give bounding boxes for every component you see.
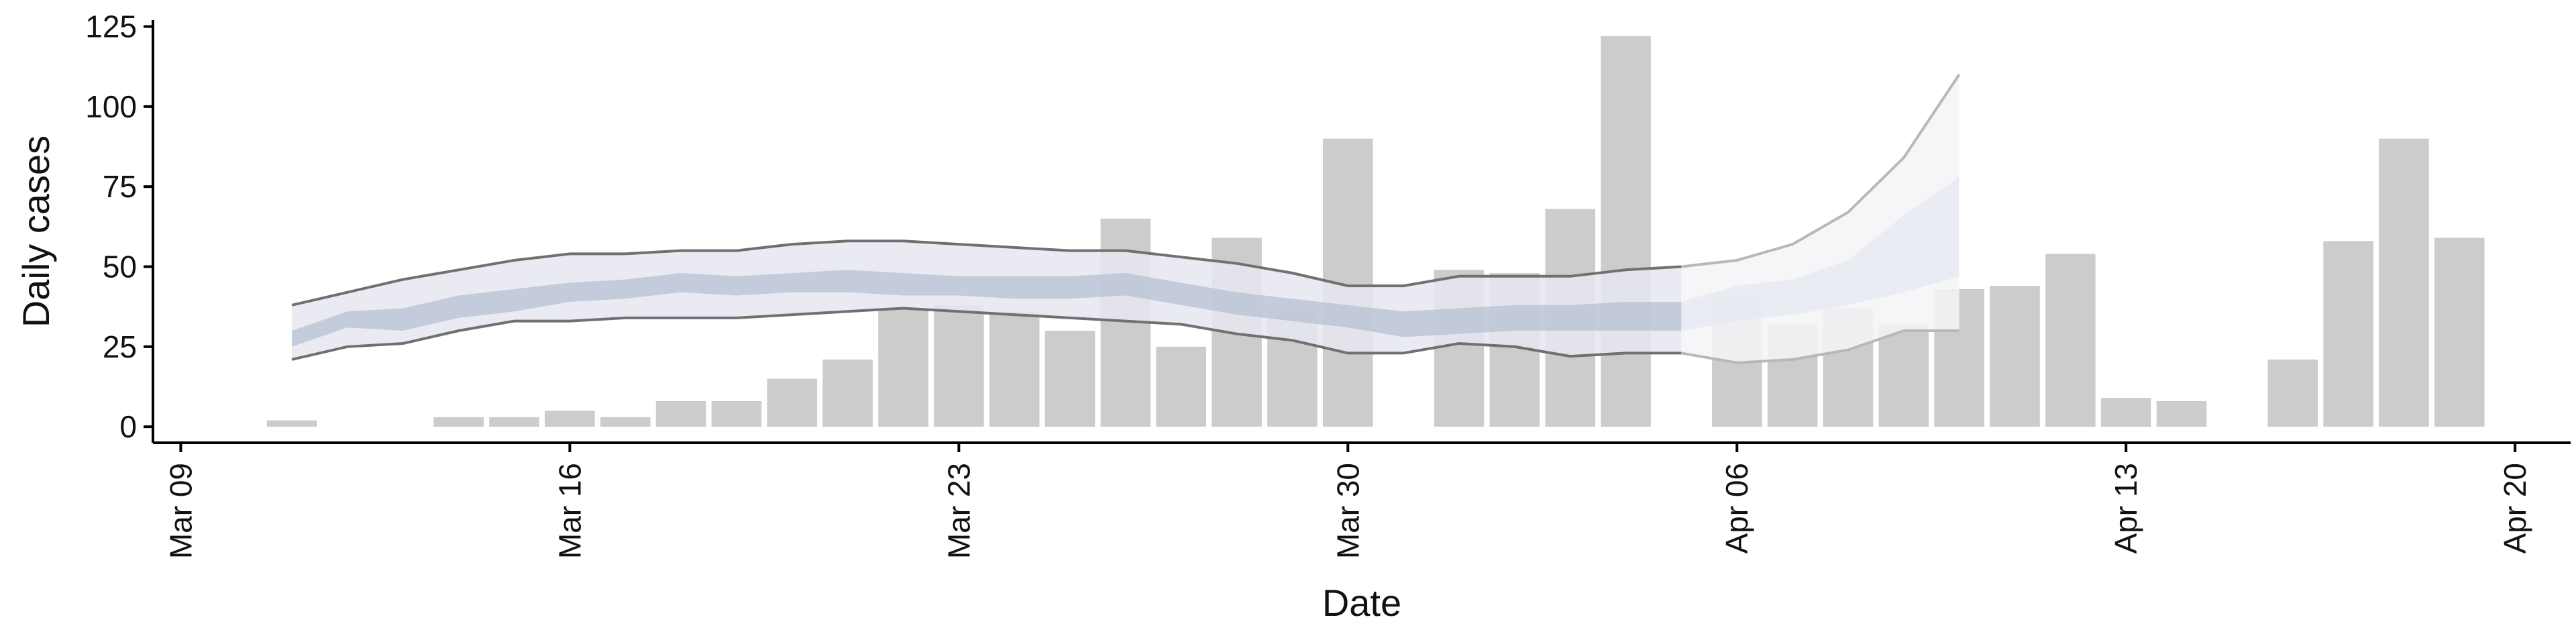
lower-bound-line (291, 307, 1682, 361)
bar (1156, 346, 1207, 427)
axes: 0 25 50 75 100 125 Mar 09 Mar 16 Mar 23 Mar 30 Apr… (85, 9, 2571, 559)
bar (822, 359, 873, 427)
x-tick-label: Mar 09 (163, 463, 198, 559)
bar (711, 400, 762, 427)
upper-bound-line (1681, 73, 1961, 268)
bar (600, 417, 651, 427)
x-tick-label: Mar 23 (941, 463, 976, 559)
inner-interval-band (292, 270, 1682, 347)
bar (1990, 286, 2040, 427)
upper-bound-line (291, 239, 1682, 307)
bar (767, 378, 818, 427)
x-tick-label: Mar 16 (552, 463, 587, 559)
bar (1044, 330, 1095, 427)
x-tick-label: Apr 13 (2108, 463, 2143, 554)
bar (2434, 237, 2485, 427)
bar (266, 420, 317, 427)
bar (2323, 241, 2373, 427)
bar (2379, 138, 2429, 427)
bar (1601, 36, 1651, 427)
bar (655, 400, 706, 427)
x-tick-label: Apr 20 (2498, 463, 2532, 554)
x-tick-label: Apr 06 (1719, 463, 1754, 554)
lower-bound-line (1681, 329, 1960, 364)
y-tick-label: 125 (85, 9, 137, 44)
bar (1878, 324, 1929, 427)
y-tick-label: 75 (103, 169, 137, 204)
x-axis-title: Date (1322, 582, 1401, 624)
bar (878, 308, 928, 427)
bars (266, 36, 2485, 427)
forecast-bands (291, 73, 1961, 364)
bar (989, 311, 1040, 427)
y-tick-label: 25 (103, 329, 137, 364)
inner-interval-band (1681, 176, 1960, 331)
bar (489, 417, 539, 427)
bar (2100, 398, 2151, 427)
y-axis-title: Daily cases (15, 136, 57, 327)
y-tick-label: 0 (119, 409, 137, 444)
bar (2045, 254, 2096, 427)
x-tick-label: Mar 30 (1330, 463, 1365, 559)
y-tick-label: 100 (85, 89, 137, 124)
bar (934, 305, 984, 427)
bar (545, 411, 595, 427)
bar (2267, 359, 2318, 427)
bar (433, 417, 484, 427)
bar (2156, 400, 2207, 427)
outer-interval-band (292, 241, 1682, 360)
y-tick-label: 50 (103, 250, 137, 284)
